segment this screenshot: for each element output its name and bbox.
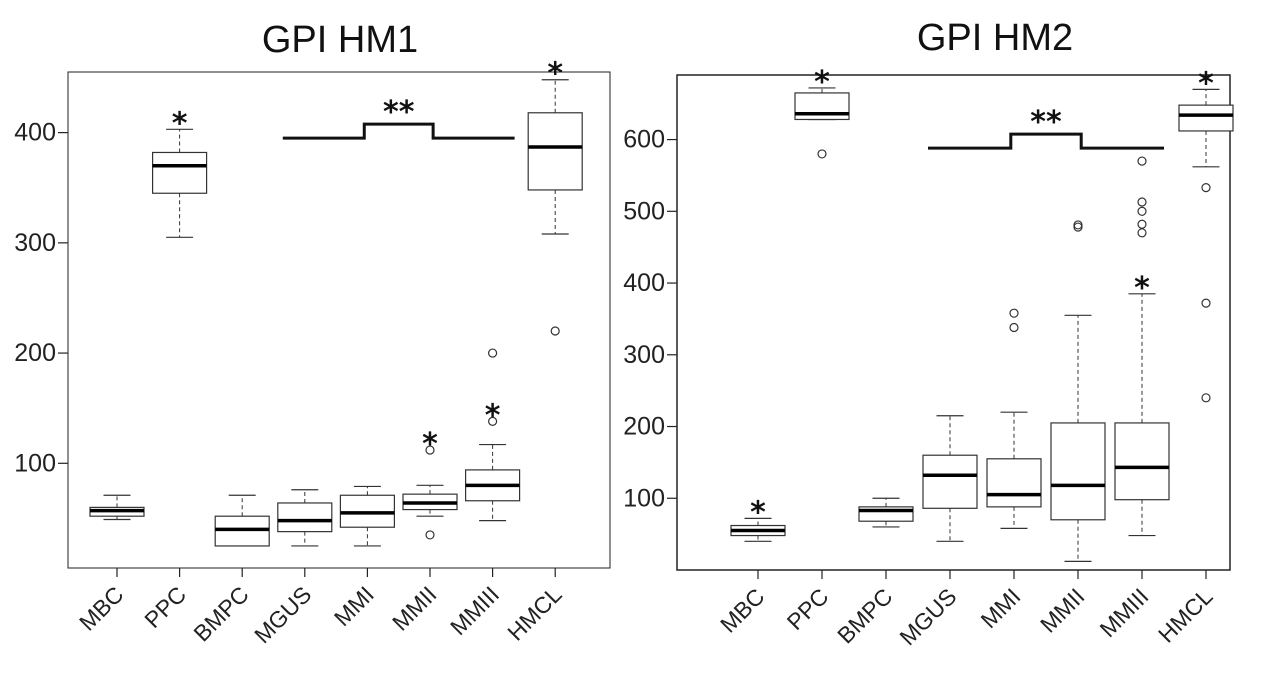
- x-category-label: MMII: [387, 581, 442, 636]
- iqr-box: [277, 502, 333, 533]
- panel-title: GPI HM1: [262, 19, 418, 61]
- box-hmcl: * HMCL: [502, 57, 583, 646]
- outlier-point: [1201, 298, 1211, 308]
- x-category-label: BMPC: [832, 583, 897, 648]
- iqr-box: [986, 458, 1042, 508]
- box-mbc: * MBC: [715, 495, 786, 638]
- panel-title: GPI HM2: [917, 17, 1073, 59]
- x-category-label: MMII: [1035, 583, 1090, 638]
- iqr-box: [1114, 422, 1170, 501]
- y-tick-label: 100: [623, 484, 665, 512]
- y-tick-label: 200: [623, 413, 665, 441]
- x-category-label: MMI: [976, 583, 1026, 633]
- outlier-point: [550, 326, 560, 336]
- plot-frame: [676, 74, 1231, 571]
- iqr-box: [527, 112, 583, 191]
- y-tick-label: 200: [14, 339, 56, 367]
- outlier-point: [1137, 206, 1147, 216]
- iqr-box: [1050, 422, 1106, 521]
- significance-star: *: [172, 106, 188, 141]
- significance-star: *: [422, 427, 438, 462]
- y-tick-label: 500: [623, 197, 665, 225]
- x-category-label: PPC: [139, 581, 191, 633]
- bracket-label: **: [383, 95, 415, 130]
- x-category-label: MMIII: [445, 581, 504, 640]
- iqr-box: [1178, 104, 1234, 132]
- y-tick-label: 100: [14, 449, 56, 477]
- outlier-point: [425, 445, 435, 455]
- box-mbc: MBC: [74, 494, 145, 636]
- box-ppc: * PPC: [139, 106, 208, 633]
- x-category-label: MGUS: [894, 583, 961, 650]
- box-hmcl: * HMCL: [1153, 66, 1234, 648]
- outlier-point: [1137, 156, 1147, 166]
- x-category-label: HMCL: [502, 581, 567, 646]
- outlier-point: [1137, 197, 1147, 207]
- box-mmii: MMII: [1035, 220, 1106, 638]
- significance-star: *: [814, 65, 830, 100]
- x-category-label: MBC: [74, 581, 129, 636]
- outlier-point: [817, 149, 827, 159]
- box-mmii: * MMII: [387, 427, 458, 636]
- significance-star: *: [1134, 271, 1150, 306]
- significance-star: *: [1198, 66, 1214, 101]
- significance-star: *: [485, 398, 501, 433]
- box-ppc: * PPC: [782, 65, 850, 635]
- x-category-label: MMIII: [1094, 583, 1153, 642]
- x-category-label: PPC: [782, 583, 834, 635]
- box-mgus: MGUS: [249, 489, 333, 648]
- y-tick-label: 600: [623, 126, 665, 154]
- significance-bracket: [282, 122, 515, 140]
- bracket-label: **: [1030, 105, 1062, 140]
- iqr-box: [152, 151, 208, 194]
- outlier-point: [1201, 183, 1211, 193]
- significance-bracket: [928, 132, 1164, 150]
- x-category-label: MGUS: [249, 581, 316, 648]
- x-category-label: HMCL: [1153, 583, 1218, 648]
- box-mgus: MGUS: [894, 415, 978, 650]
- y-tick-label: 400: [623, 269, 665, 297]
- outlier-point: [1201, 393, 1211, 403]
- outlier-point: [1137, 228, 1147, 238]
- outlier-point: [1009, 322, 1019, 333]
- y-tick-label: 300: [623, 341, 665, 369]
- iqr-box: [922, 454, 978, 509]
- x-category-label: MBC: [715, 583, 770, 638]
- box-mmi: MMI: [976, 308, 1042, 633]
- outlier-point: [1009, 308, 1019, 318]
- y-tick-label: 300: [14, 229, 56, 257]
- x-category-label: BMPC: [188, 581, 253, 646]
- outlier-point: [1137, 219, 1147, 229]
- outlier-point: [488, 416, 498, 427]
- significance-star: *: [547, 57, 563, 92]
- outlier-point: [1073, 220, 1083, 230]
- y-tick-label: 400: [14, 119, 56, 147]
- outlier-point: [425, 530, 435, 540]
- outlier-point: [488, 348, 498, 358]
- plot-frame: [67, 71, 611, 569]
- significance-star: *: [750, 495, 766, 530]
- box-mmi: MMI: [329, 485, 395, 631]
- x-category-label: MMI: [329, 581, 379, 631]
